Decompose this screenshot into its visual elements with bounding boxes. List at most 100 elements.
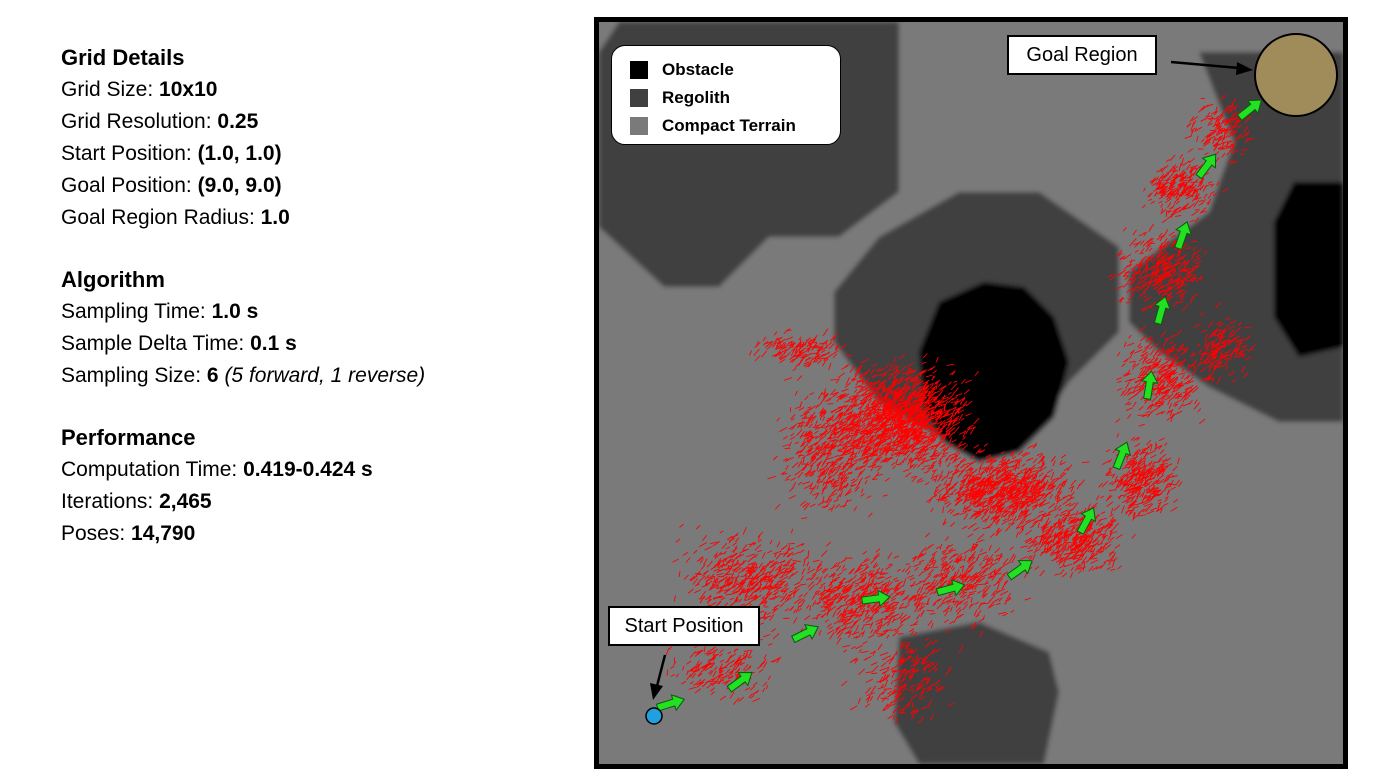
sample-pose [902, 408, 909, 413]
sample-pose [964, 465, 969, 469]
sample-pose [833, 454, 839, 458]
sample-pose [1000, 504, 1005, 508]
sample-pose [982, 484, 987, 489]
sample-pose [893, 577, 898, 581]
sample-pose [760, 575, 767, 580]
sample-pose [876, 379, 880, 384]
sample-pose [752, 542, 757, 546]
sample-pose [920, 452, 926, 459]
sample-pose [1003, 499, 1007, 506]
sample-pose [850, 422, 859, 429]
sample-pose [931, 461, 935, 466]
sample-pose [977, 483, 983, 488]
sample-pose [820, 440, 828, 448]
sample-pose [796, 429, 803, 436]
sample-pose [844, 491, 853, 497]
sample-pose [731, 599, 738, 606]
sample-pose [846, 439, 852, 443]
sample-pose [883, 456, 888, 463]
sample-pose [838, 422, 845, 426]
sample-pose [874, 394, 880, 400]
sample-pose [922, 392, 927, 396]
sample-pose [714, 578, 719, 584]
sample-pose [911, 382, 916, 388]
sample-pose [761, 585, 767, 589]
sampling-size-row: Sampling Size: 6 (5 forward, 1 reverse) [61, 360, 561, 392]
sample-pose [1042, 501, 1050, 506]
sample-pose [853, 599, 860, 605]
sample-pose [866, 421, 870, 426]
sample-pose [878, 380, 885, 386]
sample-pose [854, 452, 858, 458]
sample-pose [685, 557, 691, 563]
sample-pose [887, 403, 891, 410]
sample-pose [850, 432, 856, 435]
sample-pose [989, 483, 995, 486]
sample-pose [784, 377, 793, 381]
sample-pose [1038, 472, 1044, 478]
sample-pose [873, 441, 880, 446]
sample-pose [804, 471, 811, 476]
sample-pose [971, 476, 977, 481]
sample-pose [819, 434, 827, 441]
sample-pose [825, 467, 830, 474]
sample-pose [907, 417, 917, 422]
sample-pose [939, 443, 946, 449]
sample-pose [769, 584, 776, 591]
sample-pose [831, 409, 836, 414]
sample-pose [698, 597, 706, 600]
sample-pose [999, 485, 1005, 489]
sample-pose [817, 391, 824, 400]
sample-pose [877, 400, 885, 406]
obstacle-right [1274, 182, 1343, 357]
sample-pose [740, 603, 745, 607]
goal-position-label: Goal Position: [61, 174, 198, 197]
sample-pose [932, 439, 937, 444]
sample-pose [988, 474, 994, 478]
sample-pose [1056, 497, 1061, 505]
sample-pose [822, 469, 825, 475]
sample-pose [829, 463, 838, 468]
sample-pose [869, 414, 873, 419]
sample-pose [1058, 496, 1067, 502]
sample-pose [832, 391, 838, 396]
sample-pose [999, 507, 1004, 513]
sample-pose [823, 503, 830, 509]
sample-pose [779, 596, 784, 599]
sample-pose [789, 565, 794, 572]
sample-pose [850, 458, 853, 465]
sample-pose [850, 600, 857, 607]
sample-pose [976, 487, 981, 494]
sample-pose [1002, 488, 1009, 493]
sample-pose [852, 433, 859, 441]
sample-pose [702, 535, 708, 541]
sample-pose [822, 416, 826, 422]
sample-pose [780, 576, 789, 581]
sample-pose [916, 410, 923, 417]
sample-pose [843, 411, 852, 417]
sample-pose [865, 448, 871, 454]
sample-pose [965, 413, 972, 417]
sample-pose [917, 435, 923, 441]
sample-pose [1056, 495, 1060, 503]
sample-pose [917, 453, 924, 461]
sample-pose [1061, 454, 1067, 459]
sample-pose [981, 506, 985, 511]
sample-pose [1009, 489, 1015, 496]
sample-pose [978, 450, 984, 453]
sample-pose [925, 419, 932, 423]
sample-pose [850, 457, 855, 462]
sample-pose [900, 389, 907, 396]
computation-time-label: Computation Time: [61, 458, 244, 481]
sample-pose [931, 469, 937, 477]
sample-pose [889, 611, 896, 616]
sample-pose [872, 375, 878, 378]
sample-pose [919, 431, 923, 437]
sample-pose [1046, 469, 1054, 474]
grid-size-row: Grid Size: 10x10 [61, 74, 561, 106]
sample-pose [830, 504, 835, 512]
sample-pose [754, 553, 759, 559]
sample-pose [903, 407, 910, 413]
sample-pose [819, 431, 826, 439]
sample-pose [924, 481, 930, 486]
